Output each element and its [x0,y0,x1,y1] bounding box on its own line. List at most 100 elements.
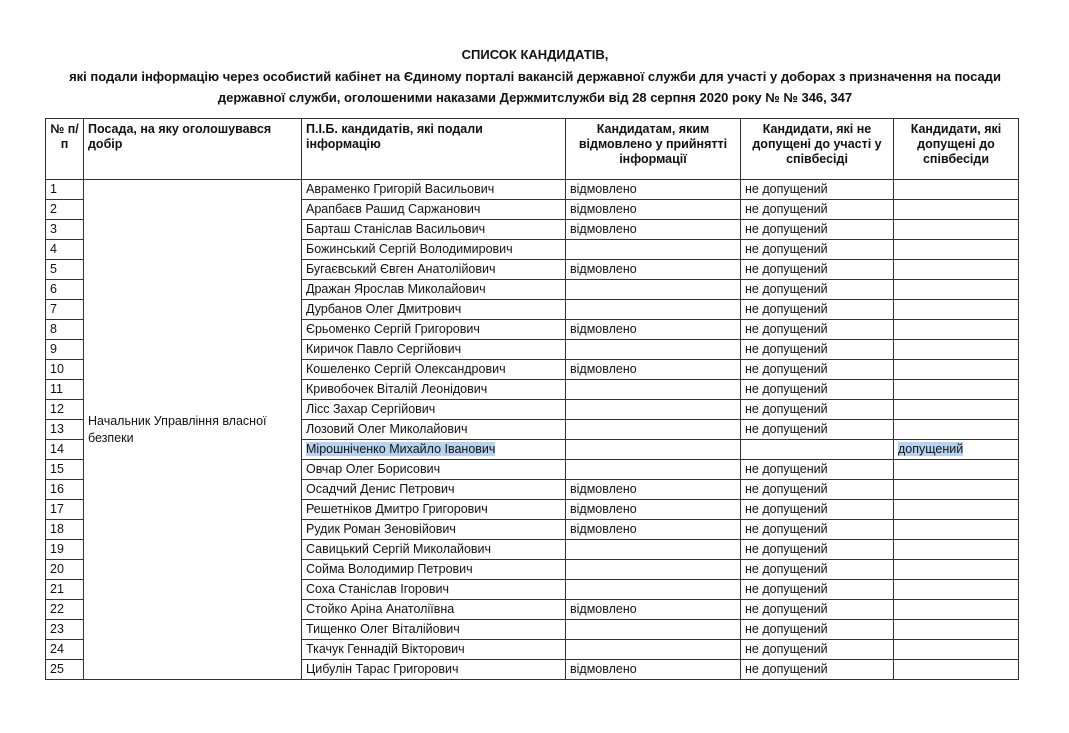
admitted-cell [893,459,1019,480]
not-admitted-cell: не допущений [740,219,894,240]
table-row: 19 Савицький Сергій Миколайович не допущен… [45,539,1019,560]
position: Начальник Управління власної безпеки [83,179,302,680]
name-text: Цибулін Тарас Григорович [306,662,459,676]
not-admitted-cell: не допущений [740,259,894,280]
row-number: 1 [45,179,84,200]
candidate-name: Савицький Сергій Миколайович [301,539,566,560]
candidate-name: Овчар Олег Борисович [301,459,566,480]
refused-cell: відмовлено [565,659,741,680]
name-text: Кривобочек Віталій Леонідович [306,382,488,396]
row-number: 2 [45,199,84,220]
refused-cell: відмовлено [565,499,741,520]
not-admitted-cell: не допущений [740,199,894,220]
candidate-name: Стойко Аріна Анатоліївна [301,599,566,620]
not-admitted-text: не допущений [745,402,828,416]
not-admitted-text: не допущений [745,422,828,436]
not-admitted-cell: не допущений [740,519,894,540]
name-text: Арапбаєв Рашид Саржанович [306,202,481,216]
admitted-cell [893,339,1019,360]
name-text: Киричок Павло Сергійович [306,342,462,356]
not-admitted-text: не допущений [745,222,828,236]
name-text: Мірошніченко Михайло Іванович [306,442,496,456]
not-admitted-cell: не допущений [740,599,894,620]
not-admitted-cell: не допущений [740,659,894,680]
admitted-cell [893,279,1019,300]
name-text: Савицький Сергій Миколайович [306,542,492,556]
not-admitted-cell: не допущений [740,619,894,640]
row-number: 13 [45,419,84,440]
table-row: 15 Овчар Олег Борисович не допущений [45,459,1019,480]
admitted-cell [893,239,1019,260]
not-admitted-text: не допущений [745,502,828,516]
row-number: 8 [45,319,84,340]
candidate-name: Барташ Станіслав Васильович [301,219,566,240]
name-text: Овчар Олег Борисович [306,462,441,476]
candidate-name: Арапбаєв Рашид Саржанович [301,199,566,220]
not-admitted-cell: не допущений [740,499,894,520]
row-number: 20 [45,559,84,580]
name-text: Соха Станіслав Ігорович [306,582,449,596]
table-row: 9 Киричок Павло Сергійович не допущений [45,339,1019,360]
not-admitted-cell [740,439,894,460]
row-number: 25 [45,659,84,680]
refused-cell [565,419,741,440]
candidates-table: № п/п Посада, на яку оголошувався добір … [45,118,1019,680]
name-text: Барташ Станіслав Васильович [306,222,486,236]
not-admitted-text: не допущений [745,362,828,376]
not-admitted-text: не допущений [745,522,828,536]
header: СПИСОК КАНДИДАТІВ, які подали інформацію… [40,44,1030,109]
name-text: Дражан Ярослав Миколайович [306,282,486,296]
admitted-cell [893,319,1019,340]
candidate-name: Решетніков Дмитро Григорович [301,499,566,520]
name-text: Лозовий Олег Миколайович [306,422,468,436]
refused-cell [565,559,741,580]
not-admitted-text: не допущений [745,582,828,596]
candidate-name: Кривобочек Віталій Леонідович [301,379,566,400]
admitted-cell [893,419,1019,440]
refused-cell: відмовлено [565,219,741,240]
row-number: 14 [45,439,84,460]
not-admitted-cell: не допущений [740,379,894,400]
refused-cell: відмовлено [565,599,741,620]
refused-cell: відмовлено [565,319,741,340]
refused-cell [565,379,741,400]
not-admitted-text: не допущений [745,282,828,296]
refused-text: відмовлено [570,222,637,236]
admitted-cell: допущений [893,439,1019,460]
candidate-name: Сойма Володимир Петрович [301,559,566,580]
refused-text: відмовлено [570,202,637,216]
not-admitted-text: не допущений [745,542,828,556]
not-admitted-text: не допущений [745,242,828,256]
admitted-cell [893,379,1019,400]
not-admitted-cell: не допущений [740,319,894,340]
candidate-name: Лозовий Олег Миколайович [301,419,566,440]
column-header: Кандидати, які не допущені до участі у с… [740,118,894,180]
refused-cell [565,279,741,300]
candidate-name: Дражан Ярослав Миколайович [301,279,566,300]
name-text: Решетніков Дмитро Григорович [306,502,488,516]
table-head: № п/п Посада, на яку оголошувався добір … [45,118,1019,180]
row-number: 11 [45,379,84,400]
refused-text: відмовлено [570,482,637,496]
candidate-name: Цибулін Тарас Григорович [301,659,566,680]
candidate-name: Ткачук Геннадій Вікторович [301,639,566,660]
table-row: 21 Соха Станіслав Ігорович не допущений [45,579,1019,600]
not-admitted-cell: не допущений [740,359,894,380]
table-row: 22 Стойко Аріна Анатоліївна відмовлено не д… [45,599,1019,620]
row-number: 16 [45,479,84,500]
refused-cell [565,399,741,420]
row-number: 3 [45,219,84,240]
column-header: Кандидатам, яким відмовлено у прийнятті … [565,118,741,180]
column-header: П.І.Б. кандидатів, які подали інформацію [301,118,566,180]
refused-text: відмовлено [570,362,637,376]
row-number: 18 [45,519,84,540]
refused-text: відмовлено [570,662,637,676]
name-text: Дурбанов Олег Дмитрович [306,302,462,316]
not-admitted-text: не допущений [745,342,828,356]
admitted-cell [893,199,1019,220]
admitted-cell [893,539,1019,560]
not-admitted-text: не допущений [745,602,828,616]
refused-cell: відмовлено [565,359,741,380]
